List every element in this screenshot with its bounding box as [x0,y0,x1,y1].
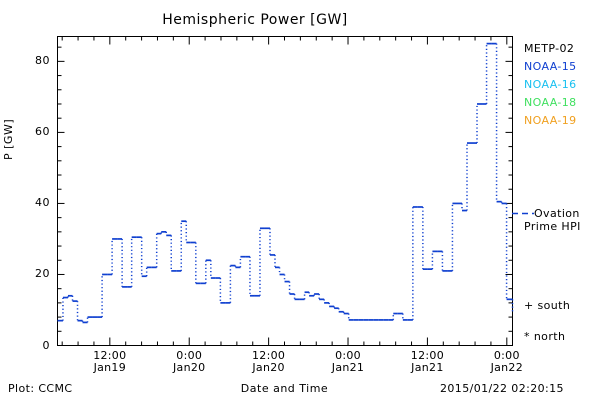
x-tick-date: Jan21 [411,361,444,374]
legend-ovation-line1: Ovation [512,205,581,220]
plus-icon: + [524,299,534,312]
x-tick-date: Jan20 [172,361,206,374]
legend-ovation-line2: Prime HPI [512,220,581,233]
legend-marker-south-label: south [537,299,571,312]
legend-item-noaa-16: NOAA-16 [524,78,577,91]
x-tick-date: Jan20 [252,361,285,374]
y-tick-label: 60 [35,125,50,139]
x-tick-label: 0:00 Jan21 [313,350,383,374]
plot-frame [57,36,513,346]
asterisk-icon: * [524,330,530,343]
plot-credit: Plot: CCMC [8,382,73,395]
axis-ticks [57,36,513,346]
legend-item-noaa-19: NOAA-19 [524,114,577,127]
legend-marker-south: + south [524,299,570,312]
x-tick-label: 0:00 Jan20 [154,350,224,374]
x-tick-time: 12:00 [252,349,286,362]
x-tick-time: 0:00 [493,349,520,362]
data-series [57,42,514,324]
x-tick-date: Jan19 [93,361,127,374]
legend-ovation: Ovation Prime HPI [512,205,581,233]
x-tick-label: 0:00 Jan22 [472,350,542,374]
legend-satellites: METP-02 NOAA-15 NOAA-16 NOAA-18 NOAA-19 [524,42,577,132]
y-tick-label: 40 [35,196,50,210]
x-tick-time: 12:00 [93,349,127,362]
y-tick-label: 0 [42,338,50,352]
x-tick-label: 12:00 Jan19 [75,350,145,374]
x-tick-time: 0:00 [335,349,361,362]
x-tick-label: 12:00 Jan21 [392,350,462,374]
legend-ovation-label1: Ovation [534,207,580,220]
series-ovation-prime-hpi [57,42,514,324]
legend-marker-north-label: north [533,330,566,343]
x-tick-label: 12:00 Jan20 [234,350,304,374]
legend-item-noaa-15: NOAA-15 [524,60,577,73]
legend-marker-north: * north [524,330,565,343]
dashed-line-icon [512,205,534,218]
y-tick-label: 20 [35,267,50,281]
legend-ovation-label2: Prime HPI [524,220,581,233]
x-tick-date: Jan22 [490,361,524,374]
plot-timestamp: 2015/01/22 02:20:15 [440,382,564,395]
legend-item-metp-02: METP-02 [524,42,575,55]
page-title: Hemispheric Power [GW] [162,12,348,28]
x-axis-label: Date and Time [240,382,329,395]
x-tick-time: 0:00 [176,349,203,362]
legend-item-noaa-18: NOAA-18 [524,96,577,109]
x-tick-time: 12:00 [410,349,444,362]
y-tick-label: 80 [35,54,50,68]
x-tick-date: Jan21 [331,361,365,374]
